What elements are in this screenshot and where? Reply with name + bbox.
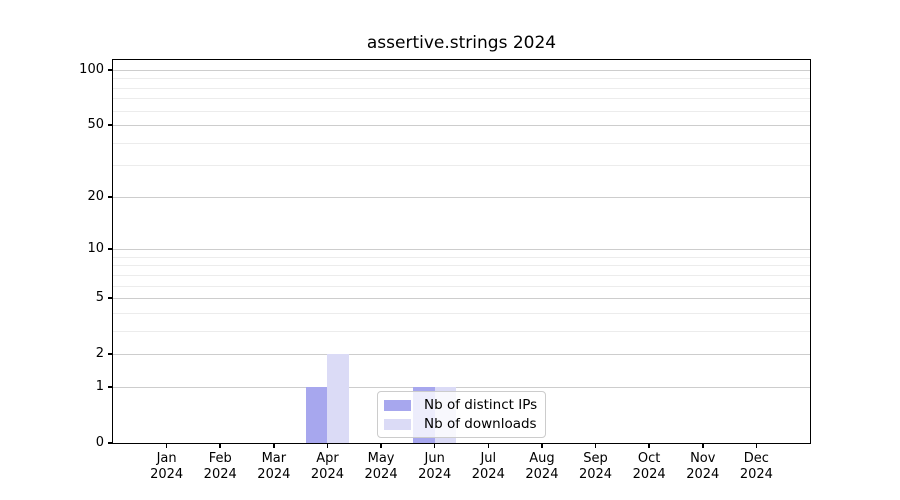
y-axis-tick [108, 386, 113, 388]
gridline-major [113, 386, 810, 388]
x-axis-tick [433, 443, 436, 448]
gridline-minor [113, 285, 810, 287]
x-tick-label-year: 2024 [525, 467, 559, 482]
bar-downloads-apr [327, 354, 349, 443]
x-tick-label: Jul 2024 [456, 451, 520, 483]
x-tick-label-year: 2024 [686, 467, 720, 482]
x-tick-label-year: 2024 [578, 467, 613, 482]
legend: Nb of distinct IPs Nb of downloads [377, 391, 547, 438]
gridline-major [113, 249, 810, 251]
x-tick-label: Oct 2024 [617, 451, 681, 483]
y-tick-label: 100 [79, 61, 104, 77]
y-axis-tick [108, 353, 113, 355]
gridline-major [113, 354, 810, 356]
gridline-minor [113, 265, 810, 267]
y-tick-label: 50 [87, 117, 104, 133]
gridline-major [113, 196, 810, 198]
legend-swatch-downloads [384, 418, 411, 430]
x-tick-label-year: 2024 [203, 467, 237, 482]
x-axis-tick [165, 443, 168, 448]
x-tick-label: Mar 2024 [242, 451, 306, 483]
legend-swatch-distinct-ips [384, 399, 411, 411]
x-axis-tick [326, 443, 329, 448]
x-axis-tick [648, 443, 650, 448]
gridline-minor [113, 312, 810, 314]
legend-label-downloads: Nb of downloads [424, 416, 537, 432]
x-axis-tick [380, 443, 382, 448]
x-tick-label: Jun 2024 [403, 451, 467, 483]
gridline-minor [113, 256, 810, 258]
gridline-minor [113, 142, 810, 144]
y-tick-label: 0 [95, 435, 104, 450]
x-axis-tick [487, 443, 490, 448]
y-tick-label: 2 [95, 346, 104, 362]
legend-item-downloads: Nb of downloads [384, 416, 537, 432]
gridline-minor [113, 165, 810, 167]
x-tick-label-year: 2024 [310, 467, 344, 482]
x-axis-tick [273, 443, 275, 448]
y-axis-tick [108, 442, 113, 444]
gridline-major [113, 125, 810, 127]
x-tick-label: Feb 2024 [188, 451, 252, 483]
gridline-minor [113, 87, 810, 89]
y-axis-tick [108, 196, 113, 198]
x-tick-label: Sep 2024 [564, 451, 628, 483]
x-tick-label-year: 2024 [418, 467, 452, 482]
x-tick-label: Jan 2024 [135, 451, 199, 483]
y-tick-label: 1 [95, 378, 104, 394]
gridline-minor [113, 274, 810, 276]
plot-area [113, 60, 810, 443]
x-tick-label: Aug 2024 [510, 451, 574, 483]
y-tick-label: 10 [87, 241, 104, 257]
x-tick-label-year: 2024 [471, 467, 505, 482]
x-axis-tick [541, 443, 543, 448]
legend-item-distinct-ips: Nb of distinct IPs [384, 397, 537, 413]
x-axis-tick [219, 443, 221, 448]
x-tick-label: Apr 2024 [295, 451, 359, 483]
y-tick-label: 5 [95, 290, 104, 306]
gridline-major [113, 298, 810, 300]
chart-title: assertive.strings 2024 [366, 33, 557, 53]
gridline-major [113, 69, 810, 71]
x-tick-label-year: 2024 [150, 467, 184, 482]
y-tick-label: 20 [87, 188, 104, 204]
y-axis-tick [108, 69, 113, 71]
legend-label-distinct-ips: Nb of distinct IPs [424, 397, 538, 413]
gridline-minor [113, 330, 810, 332]
bar-distinct-ips-apr [305, 386, 328, 443]
x-tick-label: Nov 2024 [671, 451, 735, 483]
x-tick-label-year: 2024 [364, 467, 398, 482]
x-axis-tick [755, 443, 758, 448]
x-axis-tick [594, 443, 597, 448]
x-tick-label-year: 2024 [632, 467, 666, 482]
gridline-minor [113, 78, 810, 80]
x-tick-label: Dec 2024 [724, 451, 788, 483]
y-axis-tick [108, 124, 113, 126]
x-tick-label: May 2024 [349, 451, 413, 483]
x-tick-label-year: 2024 [257, 467, 291, 482]
y-axis-tick [108, 297, 113, 299]
gridline-minor [113, 98, 810, 100]
x-tick-label-year: 2024 [739, 467, 773, 482]
y-axis-tick [108, 248, 113, 250]
gridline-minor [113, 110, 810, 112]
x-axis-tick [702, 443, 704, 448]
